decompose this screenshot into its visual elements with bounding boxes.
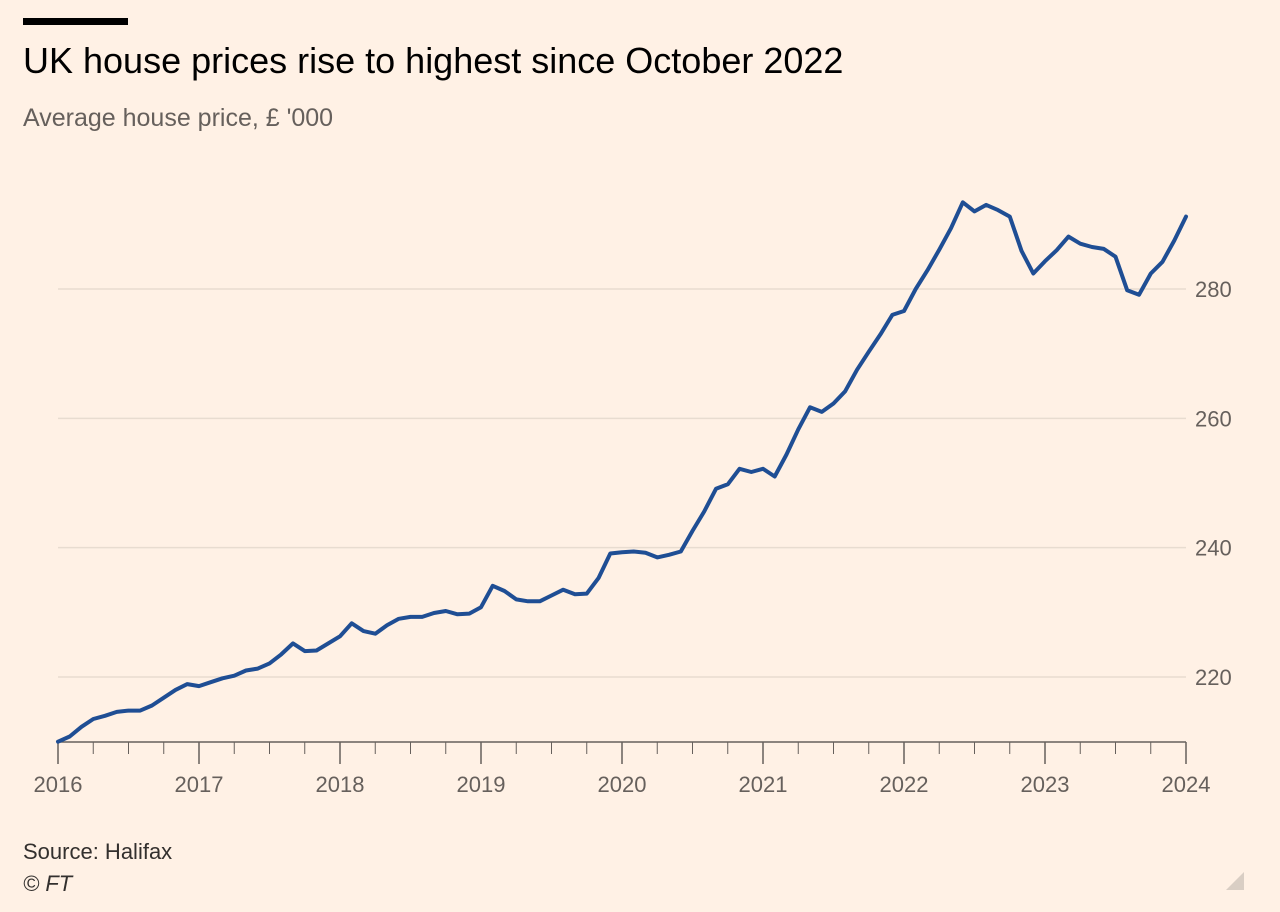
x-tick-label-2024: 2024 [1162,772,1211,797]
chart-subtitle: Average house price, £ '000 [23,104,334,132]
x-tick-label-2017: 2017 [175,772,224,797]
x-tick-label-2016: 2016 [34,772,83,797]
x-tick-label-2018: 2018 [316,772,365,797]
y-tick-label-220: 220 [1195,665,1232,690]
series-line-0 [56,200,1188,744]
x-tick-label-2021: 2021 [739,772,788,797]
chart-title: UK house prices rise to highest since Oc… [23,40,844,81]
x-tick-label-2023: 2023 [1021,772,1070,797]
y-axis: 220 240 260 280 [1195,277,1232,690]
ft-top-bar [23,18,128,25]
y-tick-label-240: 240 [1195,536,1232,561]
x-tick-label-2019: 2019 [457,772,506,797]
x-tick-label-2020: 2020 [598,772,647,797]
gridlines [58,288,1186,678]
x-tick-label-2022: 2022 [880,772,929,797]
y-tick-label-260: 260 [1195,406,1232,431]
series-layer [56,200,1188,744]
y-tick-label-280: 280 [1195,277,1232,302]
line-chart: 2016 2017 2018 2019 2020 2021 2022 2023 2024 220… [34,200,1232,797]
resize-corner-icon [1226,872,1244,890]
x-axis: 2016 2017 2018 2019 2020 2021 2022 2023 2024 [34,741,1211,797]
copyright-note: © FT [23,871,73,896]
source-note: Source: Halifax [23,839,173,864]
